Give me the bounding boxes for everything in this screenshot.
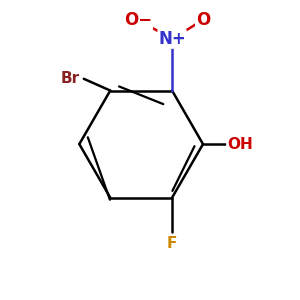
Text: N+: N+ xyxy=(158,30,186,48)
Text: O: O xyxy=(196,11,210,29)
Text: Br: Br xyxy=(61,71,80,86)
Text: OH: OH xyxy=(227,136,253,152)
Text: F: F xyxy=(167,236,177,251)
Text: O−: O− xyxy=(124,11,152,29)
